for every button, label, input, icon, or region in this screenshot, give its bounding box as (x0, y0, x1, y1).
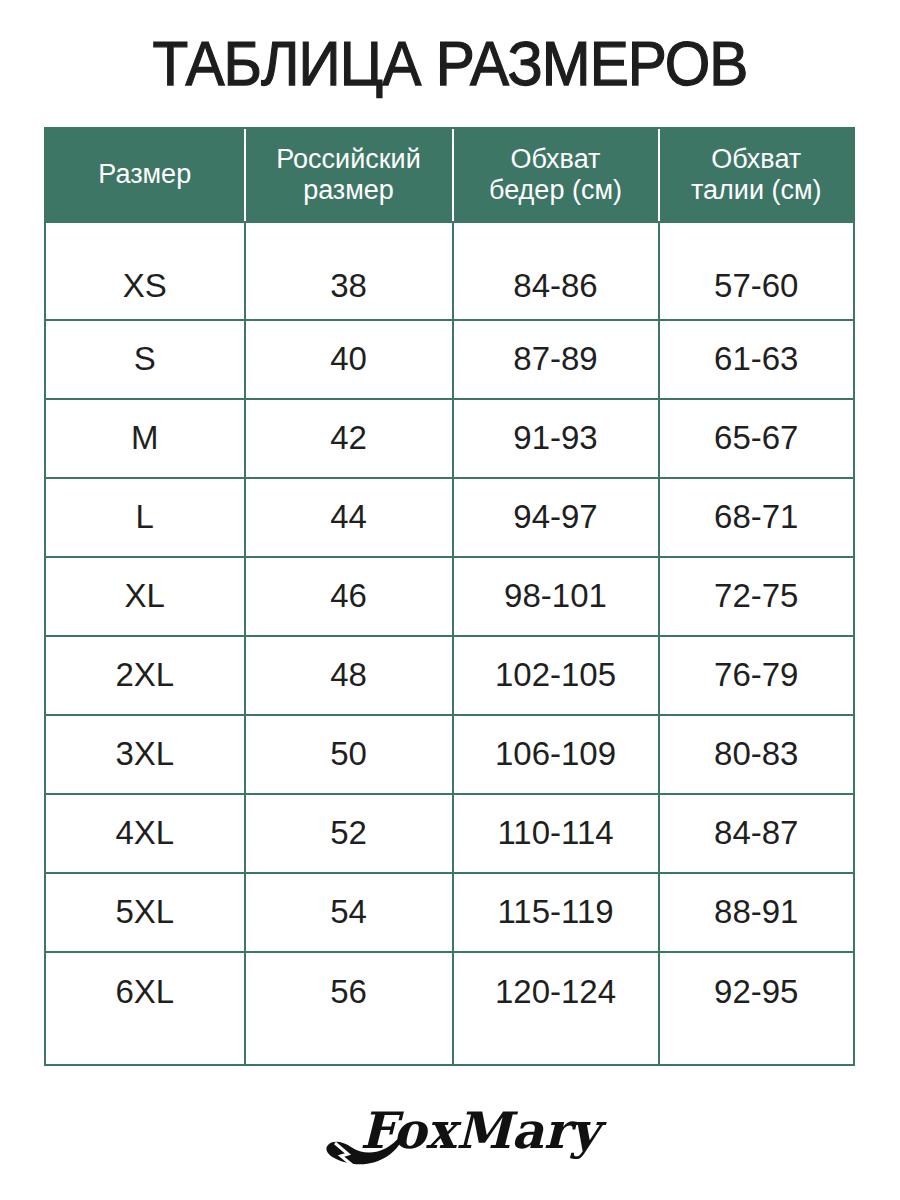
cell-russian-size: 48 (244, 635, 452, 714)
cell-size: S (46, 319, 244, 398)
cell-waist: 84-87 (658, 793, 854, 872)
cell-waist: 61-63 (658, 319, 854, 398)
cell-hip: 110-114 (452, 793, 658, 872)
cell-hip: 91-93 (452, 398, 658, 477)
cell-size: XS (46, 221, 244, 319)
page-title: ТАБЛИЦА РАЗМЕРОВ (32, 32, 869, 95)
cell-size: 5XL (46, 872, 244, 951)
size-table: РазмерРоссийский размерОбхват бедер (см)… (44, 127, 855, 1066)
brand-logo: FoxMary (320, 1094, 580, 1174)
cell-waist: 76-79 (658, 635, 854, 714)
cell-hip: 98-101 (452, 556, 658, 635)
cell-size: 4XL (46, 793, 244, 872)
cell-russian-size: 44 (244, 477, 452, 556)
column-header-waist: Обхват талии (см) (658, 129, 854, 221)
cell-waist: 92-95 (658, 951, 854, 1065)
cell-russian-size: 54 (244, 872, 452, 951)
cell-waist: 68-71 (658, 477, 854, 556)
brand-logo-text: FoxMary (360, 1101, 607, 1160)
cell-hip: 94-97 (452, 477, 658, 556)
column-header-hip: Обхват бедер (см) (452, 129, 658, 221)
cell-russian-size: 46 (244, 556, 452, 635)
cell-waist: 65-67 (658, 398, 854, 477)
cell-russian-size: 50 (244, 714, 452, 793)
cell-russian-size: 56 (244, 951, 452, 1065)
cell-hip: 87-89 (452, 319, 658, 398)
cell-waist: 72-75 (658, 556, 854, 635)
cell-size: M (46, 398, 244, 477)
cell-hip: 84-86 (452, 221, 658, 319)
cell-size: L (46, 477, 244, 556)
cell-russian-size: 38 (244, 221, 452, 319)
cell-russian-size: 52 (244, 793, 452, 872)
cell-russian-size: 42 (244, 398, 452, 477)
cell-waist: 57-60 (658, 221, 854, 319)
cell-hip: 115-119 (452, 872, 658, 951)
cell-russian-size: 40 (244, 319, 452, 398)
cell-hip: 120-124 (452, 951, 658, 1065)
cell-size: XL (46, 556, 244, 635)
cell-hip: 106-109 (452, 714, 658, 793)
cell-size: 2XL (46, 635, 244, 714)
column-header-size: Размер (46, 129, 244, 221)
cell-hip: 102-105 (452, 635, 658, 714)
cell-size: 3XL (46, 714, 244, 793)
cell-size: 6XL (46, 951, 244, 1065)
cell-waist: 80-83 (658, 714, 854, 793)
cell-waist: 88-91 (658, 872, 854, 951)
column-header-russian-size: Российский размер (244, 129, 452, 221)
